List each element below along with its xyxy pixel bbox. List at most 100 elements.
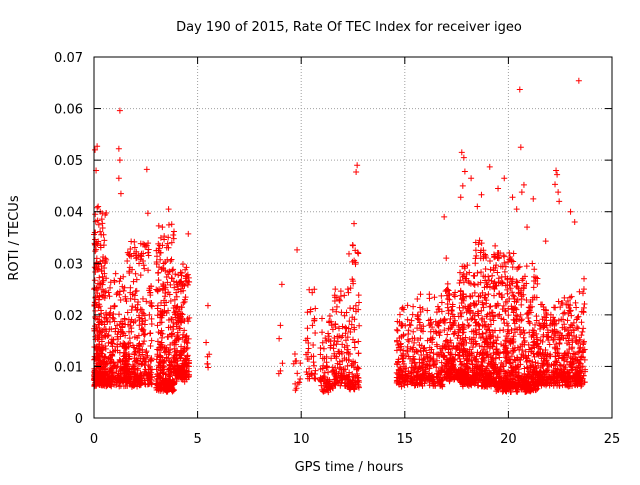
- data-point: [427, 363, 434, 370]
- data-point: [168, 221, 175, 228]
- data-point: [418, 380, 425, 387]
- data-point: [527, 363, 534, 370]
- data-point: [331, 376, 338, 383]
- data-point: [416, 321, 423, 328]
- data-point: [343, 374, 350, 381]
- data-point: [182, 294, 189, 301]
- data-point: [558, 368, 565, 375]
- data-point: [466, 346, 473, 353]
- data-point: [495, 275, 502, 282]
- data-point: [145, 246, 152, 253]
- data-point: [108, 365, 115, 372]
- data-point: [555, 355, 562, 362]
- data-point: [492, 242, 499, 249]
- data-point: [94, 143, 101, 150]
- data-point: [169, 316, 176, 323]
- data-point: [165, 370, 172, 377]
- data-point: [446, 343, 453, 350]
- data-point: [506, 330, 513, 337]
- data-point: [497, 363, 504, 370]
- data-point: [534, 280, 541, 287]
- data-point: [530, 195, 537, 202]
- data-point: [308, 353, 315, 360]
- data-point: [489, 309, 496, 316]
- data-point: [112, 270, 119, 277]
- data-point: [335, 348, 342, 355]
- data-point: [95, 285, 102, 292]
- data-point: [181, 298, 188, 305]
- y-tick-label: 0.05: [54, 154, 83, 169]
- data-point: [352, 259, 359, 266]
- data-point: [174, 303, 181, 310]
- data-point: [471, 312, 478, 319]
- data-point: [119, 378, 126, 385]
- data-point: [494, 300, 501, 307]
- data-point: [139, 377, 146, 384]
- data-point: [181, 345, 188, 352]
- data-point: [164, 269, 171, 276]
- data-point: [136, 360, 143, 367]
- data-point: [561, 381, 568, 388]
- data-point: [442, 362, 449, 369]
- data-point: [117, 296, 124, 303]
- data-point: [465, 322, 472, 329]
- data-point: [319, 355, 326, 362]
- data-point: [510, 333, 517, 340]
- data-point: [147, 289, 154, 296]
- data-point: [297, 376, 304, 383]
- data-point: [410, 353, 417, 360]
- data-point: [106, 326, 113, 333]
- data-point: [473, 252, 480, 259]
- data-point: [498, 279, 505, 286]
- data-point: [455, 367, 462, 374]
- data-point: [493, 380, 500, 387]
- data-point: [140, 250, 147, 257]
- data-point: [157, 256, 164, 263]
- data-point: [498, 315, 505, 322]
- data-point: [482, 321, 489, 328]
- data-point: [148, 320, 155, 327]
- data-point: [407, 322, 414, 329]
- data-point: [419, 375, 426, 382]
- data-point: [128, 325, 135, 332]
- data-point: [143, 358, 150, 365]
- data-point: [458, 300, 465, 307]
- data-point: [537, 368, 544, 375]
- data-point: [545, 337, 552, 344]
- data-point: [515, 264, 522, 271]
- data-point: [146, 311, 153, 318]
- data-point: [531, 353, 538, 360]
- data-point: [175, 319, 182, 326]
- data-point: [129, 361, 136, 368]
- data-point: [527, 375, 534, 382]
- data-point: [569, 366, 576, 373]
- data-point: [310, 359, 317, 366]
- data-point: [418, 352, 425, 359]
- data-point: [337, 382, 344, 389]
- data-point: [317, 344, 324, 351]
- data-point: [508, 364, 515, 371]
- data-point: [99, 286, 106, 293]
- data-point: [442, 345, 449, 352]
- data-point: [484, 351, 491, 358]
- data-point: [556, 381, 563, 388]
- data-point: [291, 350, 298, 357]
- data-point: [522, 348, 529, 355]
- data-point: [557, 336, 564, 343]
- data-point: [526, 357, 533, 364]
- data-point: [482, 373, 489, 380]
- data-point: [460, 324, 467, 331]
- data-point: [139, 258, 146, 265]
- data-point: [134, 383, 141, 390]
- data-point: [341, 312, 348, 319]
- data-point: [426, 295, 433, 302]
- data-point: [136, 260, 143, 267]
- data-point: [94, 357, 101, 364]
- data-point: [140, 331, 147, 338]
- data-point: [576, 336, 583, 343]
- data-point: [133, 276, 140, 283]
- data-point: [518, 317, 525, 324]
- data-point: [112, 363, 119, 370]
- data-point: [460, 154, 467, 161]
- data-point: [496, 290, 503, 297]
